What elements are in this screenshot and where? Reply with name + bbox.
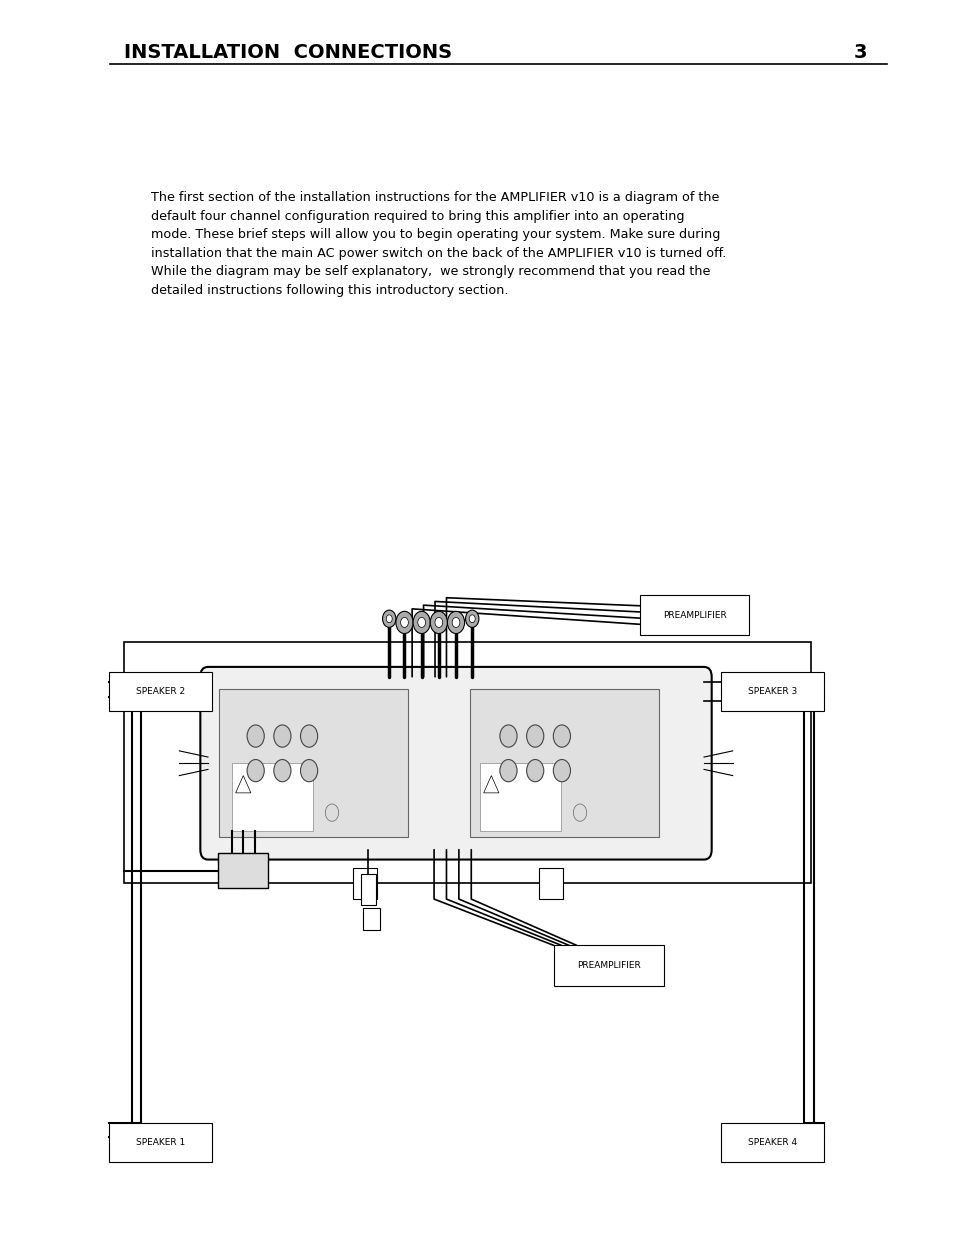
Bar: [219, 689, 408, 837]
Text: SPEAKER 2: SPEAKER 2: [135, 687, 185, 697]
Bar: [470, 689, 659, 837]
Bar: [124, 642, 810, 883]
FancyBboxPatch shape: [200, 667, 711, 860]
Circle shape: [573, 804, 586, 821]
Bar: [538, 868, 562, 899]
Circle shape: [553, 760, 570, 782]
Text: INSTALLATION  CONNECTIONS: INSTALLATION CONNECTIONS: [124, 43, 452, 62]
Circle shape: [526, 725, 543, 747]
Circle shape: [526, 760, 543, 782]
Circle shape: [300, 760, 317, 782]
Circle shape: [300, 725, 317, 747]
Bar: [720, 672, 823, 711]
Bar: [362, 908, 379, 930]
Circle shape: [469, 615, 475, 622]
Circle shape: [413, 611, 430, 634]
Circle shape: [447, 611, 464, 634]
Text: SPEAKER 4: SPEAKER 4: [747, 1137, 797, 1147]
Circle shape: [430, 611, 447, 634]
Circle shape: [395, 611, 413, 634]
Circle shape: [417, 618, 425, 627]
Circle shape: [435, 618, 442, 627]
Polygon shape: [235, 776, 251, 793]
Bar: [353, 868, 376, 899]
Bar: [218, 853, 268, 888]
Bar: [109, 672, 212, 711]
Circle shape: [274, 760, 291, 782]
Circle shape: [499, 760, 517, 782]
Bar: [639, 595, 749, 636]
Circle shape: [247, 725, 264, 747]
Circle shape: [386, 615, 392, 622]
Text: SPEAKER 1: SPEAKER 1: [135, 1137, 185, 1147]
Bar: [720, 1123, 823, 1162]
Polygon shape: [483, 776, 498, 793]
Text: 3: 3: [853, 43, 866, 62]
Circle shape: [325, 804, 338, 821]
Text: The first section of the installation instructions for the AMPLIFIER v10 is a di: The first section of the installation in…: [151, 191, 725, 296]
Bar: [553, 946, 662, 986]
Bar: [232, 763, 313, 831]
Bar: [479, 763, 560, 831]
Text: PREAMPLIFIER: PREAMPLIFIER: [577, 961, 639, 971]
Circle shape: [499, 725, 517, 747]
Text: PREAMPLIFIER: PREAMPLIFIER: [662, 610, 725, 620]
Circle shape: [400, 618, 408, 627]
Circle shape: [274, 725, 291, 747]
Bar: [109, 1123, 212, 1162]
Circle shape: [452, 618, 459, 627]
Circle shape: [247, 760, 264, 782]
Circle shape: [465, 610, 478, 627]
Circle shape: [382, 610, 395, 627]
Bar: [360, 874, 375, 905]
Text: SPEAKER 3: SPEAKER 3: [747, 687, 797, 697]
Circle shape: [553, 725, 570, 747]
